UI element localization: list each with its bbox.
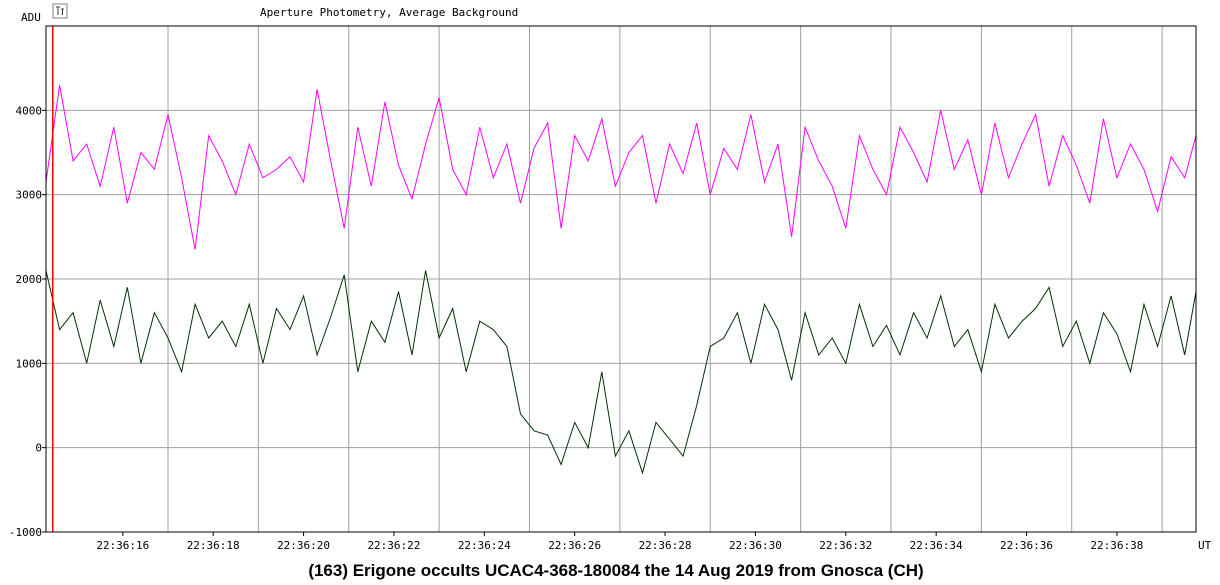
x-tick-label: 22:36:32 [819, 539, 872, 552]
series-line-green [45, 270, 1197, 475]
y-axis-ticks: -1000 0 1000 2000 3000 4000 [9, 104, 46, 539]
y-tick-label: 2000 [16, 273, 43, 286]
chart-title: Aperture Photometry, Average Background [260, 6, 518, 19]
y-axis-label: ADU [21, 11, 41, 24]
toolbar-button-icon[interactable] [52, 3, 68, 19]
y-tick-label: 1000 [16, 357, 43, 370]
x-tick-label: 22:36:36 [1000, 539, 1053, 552]
series-layer [45, 84, 1197, 475]
x-axis-label: UT [1198, 539, 1212, 552]
x-tick-label: 22:36:24 [458, 539, 511, 552]
x-tick-label: 22:36:34 [910, 539, 963, 552]
x-tick-label: 22:36:30 [729, 539, 782, 552]
x-axis-ticks: 22:36:16 22:36:18 22:36:20 22:36:22 22:36:24… [96, 532, 1143, 552]
x-tick-label: 22:36:26 [548, 539, 601, 552]
y-tick-label: 4000 [16, 104, 43, 117]
x-tick-label: 22:36:20 [277, 539, 330, 552]
series-line-magenta [45, 84, 1197, 250]
y-tick-label: 0 [35, 442, 42, 455]
x-tick-label: 22:36:18 [187, 539, 240, 552]
y-tick-label: 3000 [16, 189, 43, 202]
gridlines [46, 26, 1196, 533]
x-tick-label: 22:36:38 [1090, 539, 1143, 552]
x-tick-label: 22:36:22 [367, 539, 420, 552]
y-tick-label: -1000 [9, 526, 42, 539]
chart-caption: (163) Erigone occults UCAC4-368-180084 t… [308, 561, 923, 580]
x-tick-label: 22:36:28 [639, 539, 692, 552]
x-tick-label: 22:36:16 [96, 539, 149, 552]
